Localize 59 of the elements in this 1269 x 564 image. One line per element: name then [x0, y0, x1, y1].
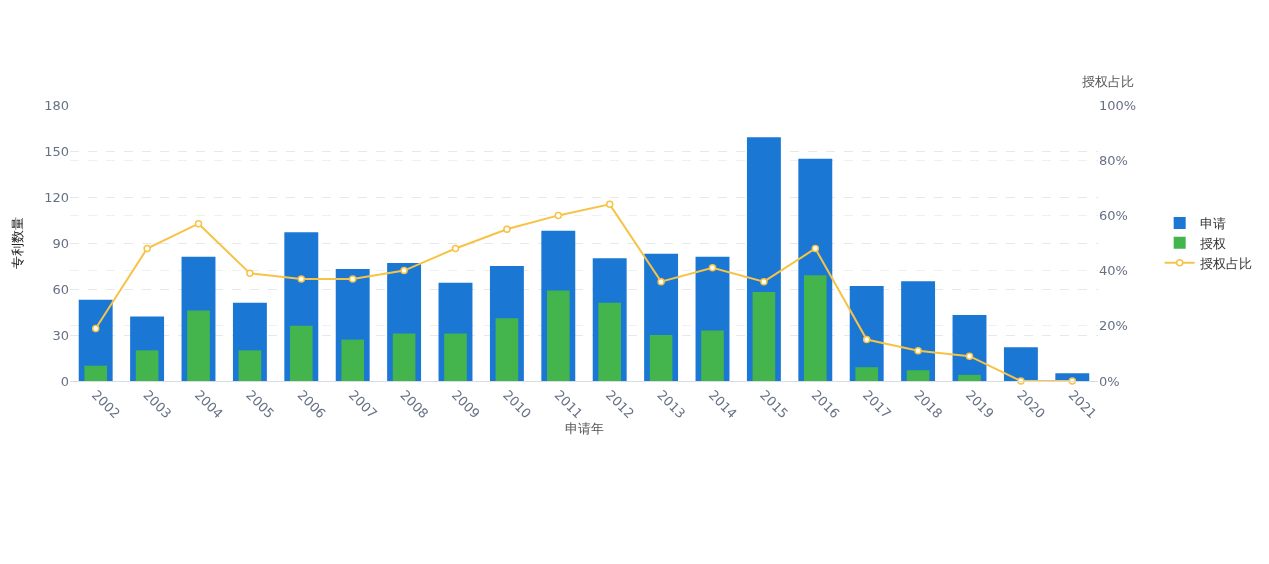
point	[708, 264, 717, 272]
legend-label: 授权	[1199, 235, 1226, 251]
point	[605, 200, 614, 209]
y2-tick-label: 0%	[1099, 373, 1120, 389]
point	[194, 219, 203, 228]
point	[1068, 377, 1077, 385]
bar	[341, 339, 365, 381]
point	[143, 244, 151, 253]
bar	[855, 367, 879, 381]
point	[297, 275, 306, 283]
y2-tick-label: 100%	[1099, 97, 1137, 113]
bar	[392, 333, 416, 381]
y-tick-label: 60	[52, 281, 69, 297]
bar	[958, 374, 981, 381]
bar	[187, 310, 210, 381]
bar	[1003, 347, 1038, 381]
point	[914, 346, 922, 355]
point	[400, 266, 408, 275]
y2-tick-label: 20%	[1099, 318, 1128, 334]
y2-tick-label: 80%	[1099, 152, 1128, 168]
point	[554, 211, 563, 220]
point	[965, 352, 974, 360]
point	[657, 277, 665, 286]
point	[760, 277, 768, 286]
y-tick-label: 30	[52, 327, 69, 343]
point	[503, 225, 511, 233]
point	[246, 269, 254, 278]
bar	[444, 333, 467, 381]
bar	[803, 275, 827, 381]
y-tick-label: 150	[44, 143, 69, 159]
y-tick-label: 120	[44, 189, 69, 205]
y-tick-label: 90	[52, 235, 69, 251]
point	[348, 275, 357, 283]
point	[862, 335, 871, 344]
bar	[546, 290, 570, 381]
y2-tick-label: 60%	[1099, 207, 1128, 223]
point	[1017, 377, 1025, 385]
bar	[701, 330, 724, 381]
y-tick-label: 180	[44, 97, 69, 113]
y2-axis-title: 授权占比	[1082, 74, 1134, 89]
bar	[752, 292, 776, 381]
bar	[901, 281, 936, 381]
bar	[598, 302, 622, 381]
legend-label: 授权占比	[1199, 255, 1252, 271]
y2-tick-label: 40%	[1099, 263, 1128, 279]
bar	[906, 370, 930, 381]
legend-label: 申请	[1199, 216, 1226, 232]
point	[811, 244, 820, 253]
point	[451, 244, 460, 253]
bar	[84, 365, 108, 381]
y-tick-label: 0	[60, 373, 69, 389]
bar	[289, 325, 313, 381]
x-axis-title: 申请年	[564, 421, 604, 437]
y-axis-title: 专利数量	[10, 217, 26, 269]
bar	[649, 335, 673, 381]
bar	[135, 350, 159, 381]
bar	[495, 318, 519, 381]
point	[91, 324, 100, 333]
bar	[238, 350, 262, 381]
